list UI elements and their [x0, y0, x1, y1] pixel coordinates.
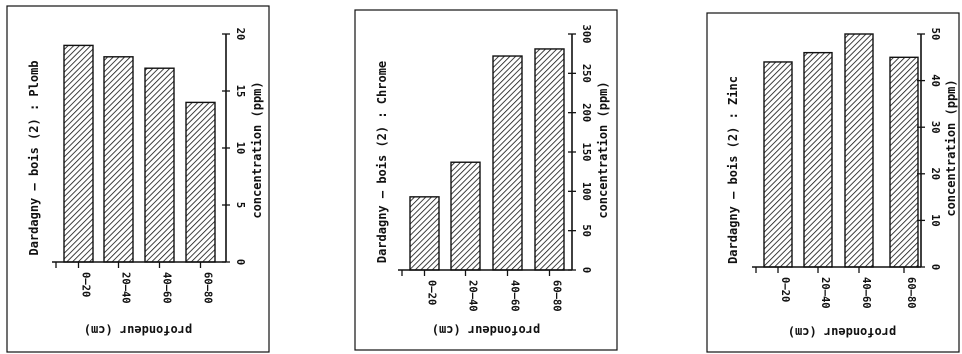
bar-group — [763, 33, 919, 268]
bar — [889, 56, 919, 268]
y-axis: 0 50 100 150 200 250 300 — [568, 25, 592, 273]
y-tick-label: 300 — [580, 25, 592, 44]
y-tick-label: 20 — [929, 167, 941, 180]
chart-panel-chrome: Dardagny – bois (2) : Chrome profondeur … — [354, 9, 618, 351]
y-tick-label: 50 — [929, 28, 941, 41]
x-axis: 0–20 20–40 40–60 60–80 — [398, 269, 572, 312]
chart-title: Dardagny – bois (2) : Zinc — [726, 76, 740, 264]
x-tick-label: 40–60 — [161, 272, 173, 304]
x-tick-label: 20–40 — [120, 272, 132, 304]
bar — [492, 55, 523, 271]
y-tick-label: 0 — [234, 259, 246, 265]
y-tick-label: 10 — [929, 214, 941, 227]
chart-panel-plomb: Dardagny – bois (2) : Plomb profondeur (… — [6, 5, 270, 353]
bar — [409, 196, 440, 271]
bar — [450, 161, 481, 271]
y-axis-label: concentration (ppm) — [250, 81, 264, 218]
y-axis-label: concentration (ppm) — [596, 81, 610, 218]
panel-frame — [706, 12, 960, 353]
y-tick-label: 20 — [234, 28, 246, 41]
x-tick-label: 40–60 — [860, 277, 872, 309]
x-axis-label: profondeur (cm) — [788, 325, 896, 339]
y-tick-label: 15 — [234, 85, 246, 98]
chart-panel-zinc: Dardagny – bois (2) : Zinc profondeur (c… — [706, 12, 960, 353]
bar — [763, 61, 793, 268]
y-tick-label: 40 — [929, 74, 941, 87]
y-tick-label: 0 — [580, 267, 592, 273]
panel-frame — [6, 5, 270, 353]
x-tick-label: 40–60 — [509, 280, 521, 312]
x-tick-label: 0–20 — [80, 272, 92, 297]
x-tick-label: 60–80 — [551, 280, 563, 312]
y-tick-label: 100 — [580, 182, 592, 201]
x-tick-label: 0–20 — [779, 277, 791, 302]
x-tick-label: 60–80 — [202, 272, 214, 304]
bar — [844, 33, 874, 268]
x-tick-label: 20–40 — [819, 277, 831, 309]
y-tick-label: 250 — [580, 64, 592, 83]
chart-title: Dardagny – bois (2) : Chrome — [375, 61, 389, 263]
x-tick-label: 60–80 — [905, 277, 917, 309]
y-tick-label: 30 — [929, 121, 941, 134]
bar — [803, 51, 833, 268]
bar — [185, 101, 216, 263]
panel-frame — [354, 9, 618, 351]
y-tick-label: 150 — [580, 143, 592, 162]
y-axis: 0 5 10 15 20 — [222, 28, 246, 265]
y-tick-label: 0 — [929, 264, 941, 270]
bar-group — [63, 44, 216, 263]
x-tick-label: 20–40 — [467, 280, 479, 312]
x-axis: 0–20 20–40 40–60 60–80 — [752, 266, 921, 309]
x-tick-label: 0–20 — [426, 280, 438, 305]
bar — [103, 56, 134, 263]
y-tick-label: 10 — [234, 142, 246, 155]
x-axis-label: profondeur (cm) — [84, 323, 192, 337]
y-tick-label: 5 — [234, 202, 246, 208]
bar — [534, 48, 565, 271]
bar — [63, 44, 94, 263]
y-tick-label: 50 — [580, 224, 592, 237]
bar — [144, 67, 175, 263]
y-tick-label: 200 — [580, 103, 592, 122]
chart-title: Dardagny – bois (2) : Plomb — [27, 60, 41, 255]
bar-group — [409, 48, 565, 271]
x-axis: 0–20 20–40 40–60 60–80 — [52, 261, 226, 304]
y-axis: 0 10 20 30 40 50 — [917, 28, 941, 270]
x-axis-label: profondeur (cm) — [432, 323, 540, 337]
y-axis-label: concentration (ppm) — [944, 79, 958, 216]
